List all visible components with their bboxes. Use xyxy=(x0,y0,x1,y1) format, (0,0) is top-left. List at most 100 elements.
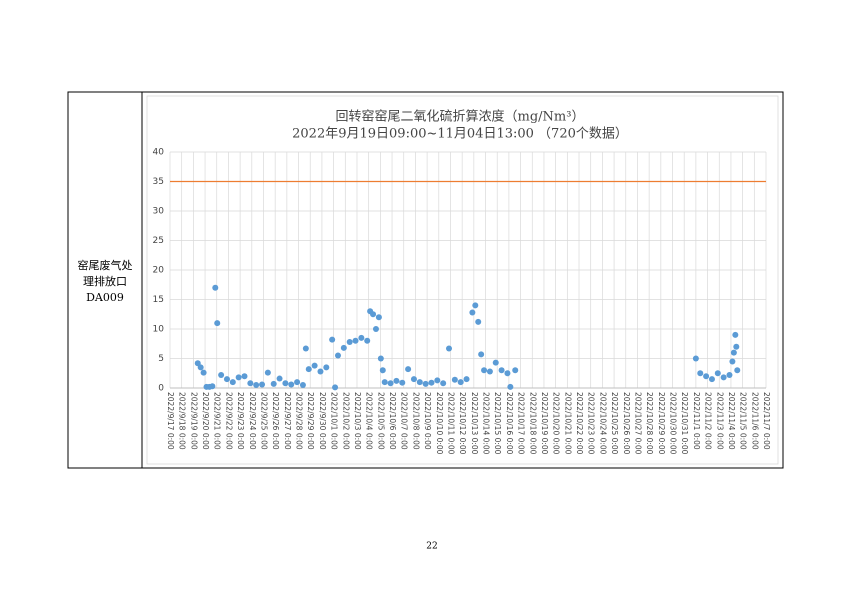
x-tick-label: 2022/10/13 0:00 xyxy=(470,392,479,455)
data-point xyxy=(346,338,353,345)
data-point xyxy=(218,372,225,379)
x-tick-label: 2022/10/16 0:00 xyxy=(505,392,514,455)
x-tick-label: 2022/10/2 0:00 xyxy=(341,392,350,450)
data-point xyxy=(733,343,740,350)
y-tick-label: 20 xyxy=(153,266,165,276)
y-tick-label: 25 xyxy=(153,236,164,246)
x-tick-label: 2022/11/1 0:00 xyxy=(692,392,701,450)
x-tick-label: 2022/10/21 0:00 xyxy=(563,392,572,455)
y-tick-label: 5 xyxy=(158,354,164,364)
data-point xyxy=(381,379,388,386)
x-tick-label: 2022/10/1 0:00 xyxy=(330,392,339,450)
x-tick-label: 2022/9/23 0:00 xyxy=(236,392,245,450)
y-tick-label: 35 xyxy=(153,177,164,187)
data-point xyxy=(492,359,499,366)
data-point xyxy=(223,376,230,383)
data-point xyxy=(294,379,301,386)
data-point xyxy=(405,366,412,373)
data-point xyxy=(478,351,485,358)
data-point xyxy=(276,375,283,382)
y-tick-label: 0 xyxy=(158,384,164,394)
data-point xyxy=(340,344,347,351)
x-tick-label: 2022/10/6 0:00 xyxy=(388,392,397,450)
data-point xyxy=(507,383,514,390)
x-tick-label: 2022/10/25 0:00 xyxy=(610,392,619,455)
row-label: 窑尾废气处 xyxy=(78,258,133,272)
x-tick-label: 2022/10/18 0:00 xyxy=(528,392,537,455)
data-point xyxy=(370,311,377,318)
y-tick-label: 30 xyxy=(153,207,165,217)
data-point xyxy=(512,367,519,374)
data-point xyxy=(475,318,482,325)
data-point xyxy=(329,336,336,343)
data-point xyxy=(463,376,470,383)
chart-frame xyxy=(146,95,779,465)
data-point xyxy=(387,380,394,387)
y-tick-label: 15 xyxy=(153,295,164,305)
x-tick-label: 2022/9/22 0:00 xyxy=(224,392,233,450)
x-tick-label: 2022/10/19 0:00 xyxy=(540,392,549,455)
chart-title: 回转窑窑尾二氧化硫折算浓度（mg/Nm³） xyxy=(336,109,585,125)
x-tick-label: 2022/10/8 0:00 xyxy=(411,392,420,450)
x-tick-label: 2022/9/18 0:00 xyxy=(178,392,187,450)
x-tick-label: 2022/10/28 0:00 xyxy=(645,392,654,455)
y-tick-label: 40 xyxy=(153,148,165,158)
data-point xyxy=(212,284,219,291)
x-tick-label: 2022/11/2 0:00 xyxy=(704,392,713,450)
data-point xyxy=(197,364,204,371)
data-point xyxy=(305,366,312,373)
data-point xyxy=(317,368,324,375)
data-point xyxy=(729,358,736,365)
x-tick-label: 2022/10/9 0:00 xyxy=(423,392,432,450)
x-tick-label: 2022/10/14 0:00 xyxy=(482,392,491,455)
data-point xyxy=(247,380,254,387)
data-point xyxy=(379,367,386,374)
y-tick-label: 10 xyxy=(153,325,165,335)
x-tick-label: 2022/10/11 0:00 xyxy=(446,392,455,455)
page-number: 22 xyxy=(426,542,437,552)
x-tick-label: 2022/9/28 0:00 xyxy=(295,392,304,450)
data-point xyxy=(451,376,458,383)
data-point xyxy=(377,355,384,362)
table-border xyxy=(67,91,784,469)
data-point xyxy=(200,369,207,376)
x-tick-label: 2022/10/10 0:00 xyxy=(435,392,444,455)
data-point xyxy=(253,382,260,389)
x-tick-label: 2022/10/26 0:00 xyxy=(622,392,631,455)
x-tick-label: 2022/10/15 0:00 xyxy=(493,392,502,455)
data-point xyxy=(703,373,710,380)
x-tick-label: 2022/9/21 0:00 xyxy=(213,392,222,450)
data-point xyxy=(714,370,721,377)
data-point xyxy=(416,379,423,386)
data-point xyxy=(311,362,318,369)
data-point xyxy=(446,345,453,352)
data-point xyxy=(352,337,359,344)
x-tick-label: 2022/10/24 0:00 xyxy=(598,392,607,455)
data-point xyxy=(235,374,242,381)
data-point xyxy=(241,373,248,380)
x-tick-label: 2022/10/31 0:00 xyxy=(680,392,689,455)
data-point xyxy=(372,326,379,332)
x-tick-label: 2022/10/27 0:00 xyxy=(633,392,642,455)
data-point xyxy=(486,368,493,375)
data-point xyxy=(259,381,266,388)
data-point xyxy=(720,374,727,381)
x-tick-label: 2022/9/26 0:00 xyxy=(271,392,280,450)
x-tick-label: 2022/10/4 0:00 xyxy=(365,392,374,450)
x-tick-label: 2022/9/30 0:00 xyxy=(318,392,327,450)
x-tick-label: 2022/10/12 0:00 xyxy=(458,392,467,455)
data-point xyxy=(734,367,741,374)
data-point xyxy=(498,367,505,374)
data-point xyxy=(358,334,365,341)
data-point xyxy=(697,370,704,377)
x-tick-label: 2022/10/20 0:00 xyxy=(552,392,561,455)
x-tick-label: 2022/9/17 0:00 xyxy=(166,392,175,450)
data-point xyxy=(229,379,236,386)
x-tick-label: 2022/10/29 0:00 xyxy=(657,392,666,455)
x-tick-label: 2022/9/20 0:00 xyxy=(201,392,210,450)
data-point xyxy=(726,372,733,379)
data-point xyxy=(264,369,271,376)
x-tick-label: 2022/11/6 0:00 xyxy=(750,392,759,450)
